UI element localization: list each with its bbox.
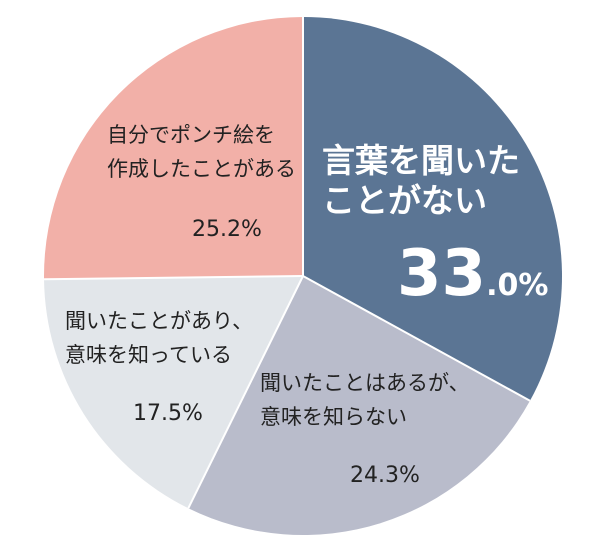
slice-value-1: 24.3% (350, 463, 420, 488)
slice-separator-1 (302, 275, 531, 402)
slice-label-0-line-0: 言葉を聞いた (322, 141, 520, 180)
slice-label-3-line-0: 自分でポンチ絵を (107, 123, 275, 147)
slice-label-2-line-0: 聞いたことがあり、 (65, 309, 253, 333)
slice-label-1-line-1: 意味を知らない (260, 405, 407, 429)
slice-separator-2 (187, 275, 304, 509)
slice-value-0: 33.0% (397, 237, 548, 311)
pie-slice-0 (303, 17, 562, 401)
pie-slice-1 (188, 276, 530, 535)
pie-slice-2 (44, 276, 304, 509)
slice-label-2-line-1: 意味を知っている (65, 343, 232, 367)
slice-separator-3 (44, 275, 304, 281)
slice-label-0-line-1: ことがない (322, 181, 487, 220)
slice-label-3-line-1: 作成したことがある (107, 157, 296, 181)
pie-slice-3 (44, 17, 303, 280)
slice-label-1-line-0: 聞いたことはあるが、 (260, 371, 470, 395)
slice-value-3: 25.2% (192, 217, 262, 242)
slice-value-2: 17.5% (133, 401, 203, 426)
